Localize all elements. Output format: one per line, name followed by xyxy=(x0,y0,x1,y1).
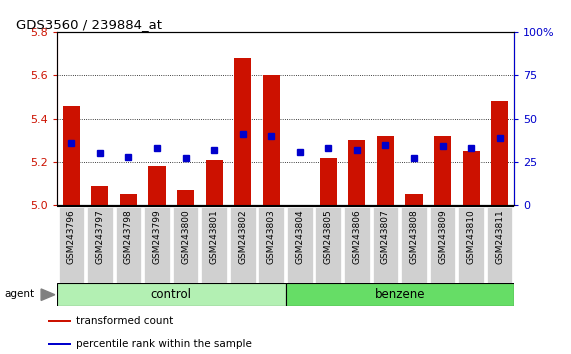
Bar xyxy=(491,101,508,205)
Text: GSM243801: GSM243801 xyxy=(210,209,219,264)
Bar xyxy=(206,160,223,205)
Text: GSM243799: GSM243799 xyxy=(152,209,162,264)
Bar xyxy=(148,166,166,205)
FancyBboxPatch shape xyxy=(230,207,255,283)
Polygon shape xyxy=(41,289,55,301)
Bar xyxy=(91,186,108,205)
FancyBboxPatch shape xyxy=(172,207,199,283)
FancyBboxPatch shape xyxy=(344,207,370,283)
Text: control: control xyxy=(151,288,192,301)
FancyBboxPatch shape xyxy=(430,207,456,283)
Text: GSM243810: GSM243810 xyxy=(467,209,476,264)
Bar xyxy=(63,105,80,205)
Text: percentile rank within the sample: percentile rank within the sample xyxy=(76,339,252,349)
Text: GSM243800: GSM243800 xyxy=(181,209,190,264)
Text: GSM243811: GSM243811 xyxy=(495,209,504,264)
Text: GSM243805: GSM243805 xyxy=(324,209,333,264)
Text: benzene: benzene xyxy=(375,288,425,301)
FancyBboxPatch shape xyxy=(115,207,142,283)
Text: GSM243806: GSM243806 xyxy=(352,209,361,264)
Text: GSM243804: GSM243804 xyxy=(295,209,304,264)
FancyBboxPatch shape xyxy=(286,283,514,306)
FancyBboxPatch shape xyxy=(287,207,312,283)
Text: GSM243809: GSM243809 xyxy=(438,209,447,264)
Text: transformed count: transformed count xyxy=(76,316,174,326)
FancyBboxPatch shape xyxy=(315,207,341,283)
Text: GSM243808: GSM243808 xyxy=(409,209,419,264)
Bar xyxy=(120,194,137,205)
Bar xyxy=(377,136,394,205)
FancyBboxPatch shape xyxy=(401,207,427,283)
Bar xyxy=(48,343,71,346)
FancyBboxPatch shape xyxy=(87,207,113,283)
Bar xyxy=(263,75,280,205)
FancyBboxPatch shape xyxy=(258,207,284,283)
FancyBboxPatch shape xyxy=(59,207,85,283)
Text: GSM243796: GSM243796 xyxy=(67,209,76,264)
Bar xyxy=(177,190,194,205)
FancyBboxPatch shape xyxy=(201,207,227,283)
Text: GDS3560 / 239884_at: GDS3560 / 239884_at xyxy=(16,18,162,31)
Text: GSM243803: GSM243803 xyxy=(267,209,276,264)
Bar xyxy=(48,320,71,322)
Text: GSM243807: GSM243807 xyxy=(381,209,390,264)
Bar xyxy=(320,158,337,205)
FancyBboxPatch shape xyxy=(458,207,484,283)
FancyBboxPatch shape xyxy=(372,207,399,283)
Bar xyxy=(405,194,423,205)
Bar xyxy=(434,136,451,205)
FancyBboxPatch shape xyxy=(486,207,513,283)
Text: GSM243797: GSM243797 xyxy=(95,209,104,264)
Bar xyxy=(234,58,251,205)
FancyBboxPatch shape xyxy=(144,207,170,283)
Bar xyxy=(348,140,365,205)
Text: GSM243802: GSM243802 xyxy=(238,209,247,264)
Text: agent: agent xyxy=(5,289,35,299)
Text: GSM243798: GSM243798 xyxy=(124,209,133,264)
Bar xyxy=(463,151,480,205)
FancyBboxPatch shape xyxy=(57,283,286,306)
